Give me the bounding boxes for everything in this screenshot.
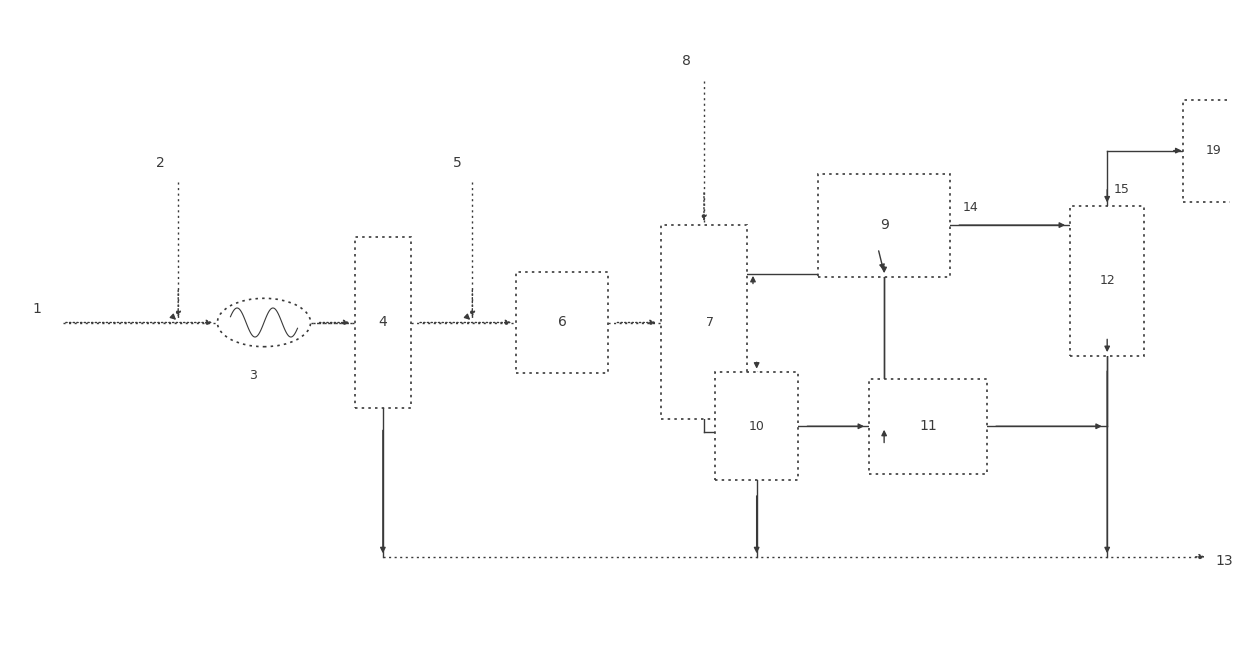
Text: 7: 7 [706, 316, 714, 329]
Text: 13: 13 [1215, 554, 1233, 568]
Bar [715, 372, 799, 481]
Bar [1070, 206, 1145, 355]
Bar [355, 237, 410, 408]
Text: 8: 8 [682, 54, 691, 68]
Text: 10: 10 [749, 420, 765, 433]
Text: 5: 5 [453, 155, 461, 170]
Bar [818, 174, 950, 277]
Text: 2: 2 [156, 155, 165, 170]
Text: 6: 6 [558, 315, 567, 330]
Text: 19: 19 [1207, 144, 1221, 157]
Text: 3: 3 [249, 369, 257, 382]
Text: 4: 4 [378, 315, 387, 330]
Text: 14: 14 [962, 201, 978, 213]
Bar [516, 272, 609, 373]
Text: 1: 1 [32, 302, 41, 316]
Bar [869, 379, 987, 474]
Text: 15: 15 [1114, 183, 1130, 197]
Text: 12: 12 [1100, 274, 1115, 287]
Circle shape [217, 298, 310, 347]
Text: 9: 9 [879, 218, 889, 232]
Text: 11: 11 [919, 419, 937, 433]
Bar [661, 225, 746, 419]
Bar [1183, 100, 1240, 201]
